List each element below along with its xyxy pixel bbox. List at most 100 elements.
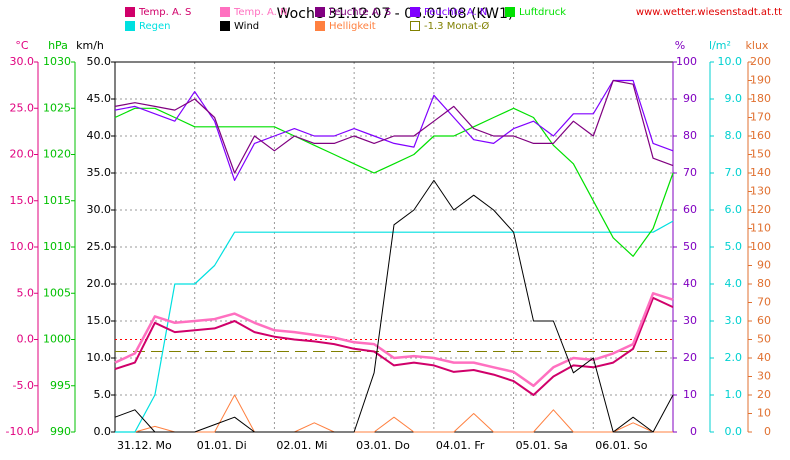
y-tick-label: 190 [750,74,771,87]
y-tick-label: 1.0 [725,388,743,401]
axis-title: klux [746,39,769,52]
y-tick-label: 110 [750,222,771,235]
y-tick-label: 7.0 [725,166,743,179]
y-tick-label: 20.0 [10,148,35,161]
y-tick-label: 5.0 [94,388,112,401]
y-tick-label: 15.0 [10,194,35,207]
y-tick-label: 45.0 [87,92,112,105]
y-tick-label: 0.0 [94,425,112,438]
y-tick-label: 100 [750,240,771,253]
y-tick-label: 120 [750,203,771,216]
legend-swatch [220,21,230,31]
y-tick-label: 25.0 [10,101,35,114]
y-tick-label: 0.0 [725,425,743,438]
y-tick-label: -5.0 [13,379,34,392]
y-tick-label: 15.0 [87,314,112,327]
y-tick-label: 1025 [43,101,71,114]
y-tick-label: 170 [750,111,771,124]
series-line [114,179,674,433]
y-tick-label: 200 [750,55,771,68]
y-tick-label: 0.0 [17,333,35,346]
y-tick-label: 1010 [43,240,71,253]
legend-swatch [505,7,515,17]
y-tick-label: 50.0 [87,55,112,68]
y-tick-label: 40.0 [87,129,112,142]
y-tick-label: 70 [683,166,697,179]
y-tick-label: 30.0 [10,55,35,68]
y-tick-label: 35.0 [87,166,112,179]
y-tick-label: 130 [750,185,771,198]
x-tick-label: 06.01. So [595,439,647,452]
legend-label: Wind [234,21,259,32]
axis-title: l/m² [709,39,731,52]
y-tick-label: 3.0 [725,314,743,327]
y-tick-label: 6.0 [725,203,743,216]
y-tick-label: 80 [757,277,771,290]
legend-swatch [410,7,420,17]
y-tick-label: 10 [683,388,697,401]
y-tick-label: 0 [764,425,771,438]
y-tick-label: 50 [757,333,771,346]
series-line [114,107,674,257]
y-tick-label: 20.0 [87,277,112,290]
legend-label: Temp. A. S [138,7,191,18]
y-tick-label: 140 [750,166,771,179]
legend-swatch [410,21,420,31]
y-tick-label: 180 [750,92,771,105]
y-tick-label: 10.0 [10,240,35,253]
y-tick-label: 1015 [43,194,71,207]
y-tick-label: 60 [757,314,771,327]
x-tick-label: 01.01. Di [197,439,247,452]
y-tick-label: 4.0 [725,277,743,290]
y-tick-label: 1005 [43,286,71,299]
legend-swatch [125,21,135,31]
y-tick-label: 995 [50,379,71,392]
x-tick-label: 31.12. Mo [117,439,172,452]
chart-title: Woche 31.12.07 - 06.01.08 (KW1) [277,6,514,22]
legend-label: Helligkeit [329,21,376,32]
legend-swatch [315,7,325,17]
y-tick-label: 60 [683,203,697,216]
y-tick-label: 90 [757,259,771,272]
legend-swatch [220,7,230,17]
legend-label: -1.3 Monat-Ø [424,20,489,32]
axis-title: hPa [48,39,68,52]
y-tick-label: 990 [50,425,71,438]
axis-title: % [675,39,685,52]
y-tick-label: 30.0 [87,203,112,216]
y-tick-label: 1030 [43,55,71,68]
y-tick-label: 80 [683,129,697,142]
y-tick-label: 90 [683,92,697,105]
y-tick-label: 160 [750,129,771,142]
y-tick-label: 40 [757,351,771,364]
y-tick-label: 1020 [43,148,71,161]
x-tick-label: 02.01. Mi [276,439,327,452]
legend-swatch [315,21,325,31]
plot-frame [114,61,674,433]
series-line [115,220,674,433]
series-line [114,79,674,181]
legend-label: Feuchte A. S [329,7,391,18]
y-tick-label: 25.0 [87,240,112,253]
y-tick-label: -10.0 [6,425,34,438]
y-tick-label: 20 [683,351,697,364]
x-tick-label: 05.01. Sa [516,439,568,452]
y-tick-label: 50 [683,240,697,253]
y-tick-label: 8.0 [725,129,743,142]
series-line [115,394,673,433]
y-tick-label: 0 [690,425,697,438]
y-tick-label: 30 [683,314,697,327]
y-tick-label: 20 [757,388,771,401]
y-tick-label: 5.0 [17,286,35,299]
y-tick-label: 9.0 [725,92,743,105]
y-tick-label: 5.0 [725,240,743,253]
y-tick-label: 150 [750,148,771,161]
series-line [114,296,674,396]
y-tick-label: 10.0 [718,55,743,68]
y-tick-label: 30 [757,370,771,383]
y-tick-label: 40 [683,277,697,290]
series-line [114,292,674,388]
source: www.wetter.wiesenstadt.at.tt [636,7,782,18]
y-tick-label: 10 [757,407,771,420]
